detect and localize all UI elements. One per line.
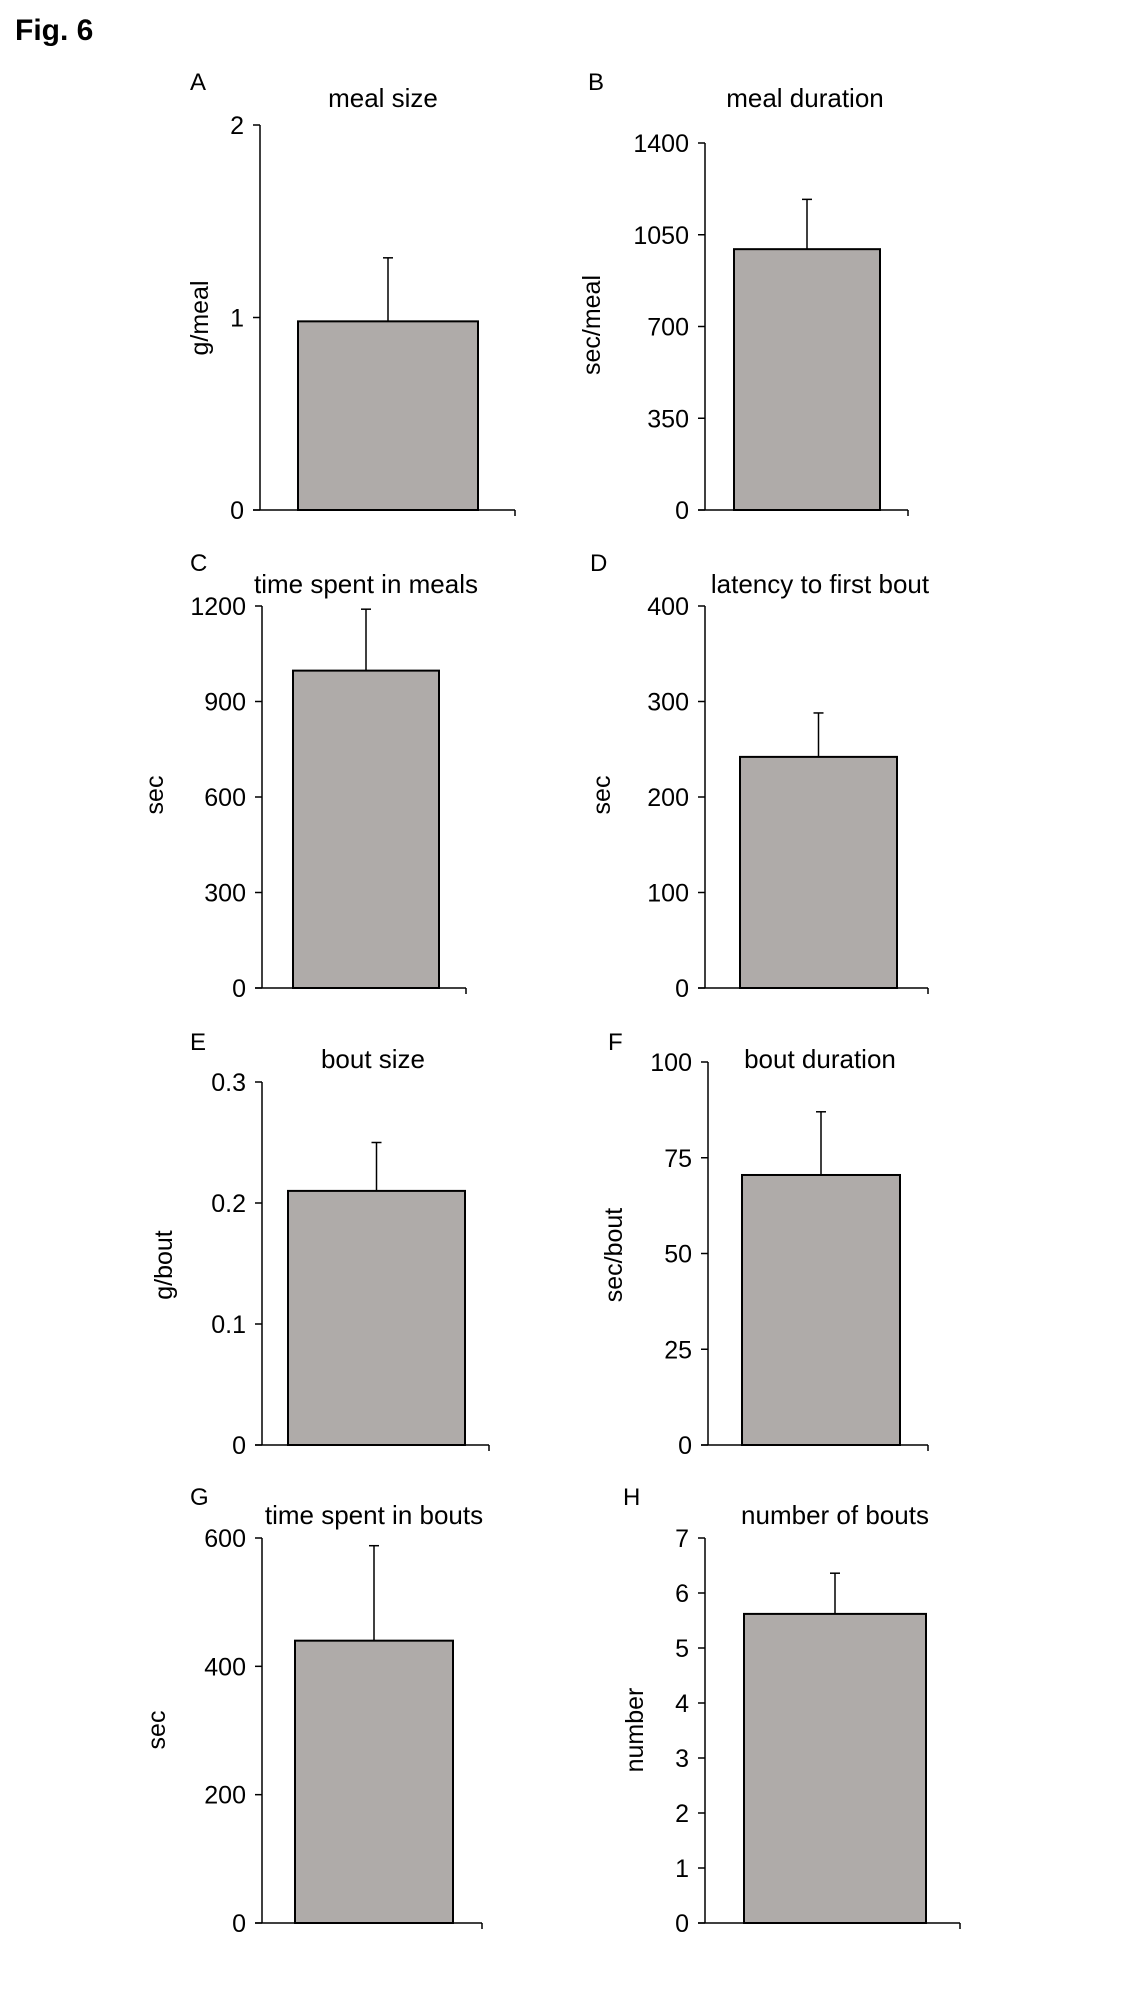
y-axis-label: number bbox=[621, 1688, 649, 1773]
y-tick-label: 0.3 bbox=[211, 1069, 246, 1097]
y-tick-label: 4 bbox=[675, 1690, 689, 1718]
y-tick-label: 75 bbox=[664, 1145, 692, 1173]
y-tick-label: 200 bbox=[204, 1782, 246, 1810]
chart-title: bout duration bbox=[744, 1044, 896, 1074]
y-tick-label: 700 bbox=[647, 314, 689, 342]
bar bbox=[292, 669, 440, 989]
y-tick-label: 600 bbox=[204, 784, 246, 812]
panel-letter: H bbox=[623, 1484, 640, 1511]
y-tick-label: 25 bbox=[664, 1336, 692, 1364]
y-tick-label: 400 bbox=[204, 1653, 246, 1681]
y-tick-label: 0 bbox=[232, 1432, 246, 1460]
panel-letter: A bbox=[190, 69, 206, 96]
panel-letter: B bbox=[588, 69, 604, 96]
y-axis-label: sec/bout bbox=[600, 1208, 628, 1303]
y-axis-label: g/meal bbox=[186, 280, 214, 355]
chart-title: number of bouts bbox=[741, 1500, 929, 1530]
y-tick-label: 900 bbox=[204, 689, 246, 717]
y-tick-label: 1400 bbox=[633, 130, 689, 158]
y-tick-label: 0 bbox=[230, 497, 244, 525]
y-tick-label: 100 bbox=[650, 1049, 692, 1077]
chart-title: bout size bbox=[321, 1044, 425, 1074]
y-tick-label: 0 bbox=[675, 497, 689, 525]
panel-letter: G bbox=[190, 1484, 209, 1511]
y-tick-label: 100 bbox=[647, 880, 689, 908]
panel-letter: C bbox=[190, 550, 207, 577]
y-tick-label: 50 bbox=[664, 1241, 692, 1269]
y-axis-label: sec bbox=[588, 776, 616, 815]
panel-letter: F bbox=[608, 1029, 623, 1056]
bar bbox=[741, 1173, 901, 1446]
y-tick-label: 5 bbox=[675, 1635, 689, 1663]
panel-letter: D bbox=[590, 550, 607, 577]
bar bbox=[287, 1189, 466, 1447]
chart-title: time spent in bouts bbox=[265, 1500, 483, 1530]
bar bbox=[743, 1612, 927, 1925]
y-tick-label: 6 bbox=[675, 1580, 689, 1608]
y-tick-label: 400 bbox=[647, 593, 689, 621]
panel-letter: E bbox=[190, 1029, 206, 1056]
y-tick-label: 1200 bbox=[190, 593, 246, 621]
y-tick-label: 0 bbox=[232, 975, 246, 1003]
y-axis-label: sec bbox=[141, 776, 169, 815]
y-tick-label: 350 bbox=[647, 405, 689, 433]
y-axis-label: g/bout bbox=[150, 1230, 178, 1300]
y-tick-label: 300 bbox=[647, 689, 689, 717]
y-tick-label: 0 bbox=[675, 975, 689, 1003]
figure-label: Fig. 6 bbox=[15, 14, 94, 47]
y-axis-label: sec/meal bbox=[578, 275, 606, 375]
y-tick-label: 0 bbox=[675, 1910, 689, 1938]
y-tick-label: 1 bbox=[230, 305, 244, 333]
y-tick-label: 3 bbox=[675, 1745, 689, 1773]
y-tick-label: 600 bbox=[204, 1525, 246, 1553]
chart-title: meal size bbox=[328, 83, 438, 113]
bar bbox=[739, 755, 898, 990]
y-tick-label: 1 bbox=[675, 1855, 689, 1883]
y-tick-label: 1050 bbox=[633, 222, 689, 250]
y-tick-label: 2 bbox=[230, 112, 244, 140]
y-tick-label: 0 bbox=[678, 1432, 692, 1460]
y-axis-label: sec bbox=[143, 1711, 171, 1750]
bar bbox=[294, 1639, 454, 1924]
y-tick-label: 200 bbox=[647, 784, 689, 812]
chart-title: latency to first bout bbox=[711, 569, 930, 599]
y-tick-label: 2 bbox=[675, 1800, 689, 1828]
chart-title: time spent in meals bbox=[254, 569, 478, 599]
y-tick-label: 0.2 bbox=[211, 1190, 246, 1218]
bar bbox=[733, 248, 881, 512]
y-tick-label: 300 bbox=[204, 880, 246, 908]
y-tick-label: 7 bbox=[675, 1525, 689, 1553]
y-tick-label: 0 bbox=[232, 1910, 246, 1938]
bar bbox=[297, 320, 479, 511]
y-tick-label: 0.1 bbox=[211, 1311, 246, 1339]
chart-title: meal duration bbox=[726, 83, 884, 113]
